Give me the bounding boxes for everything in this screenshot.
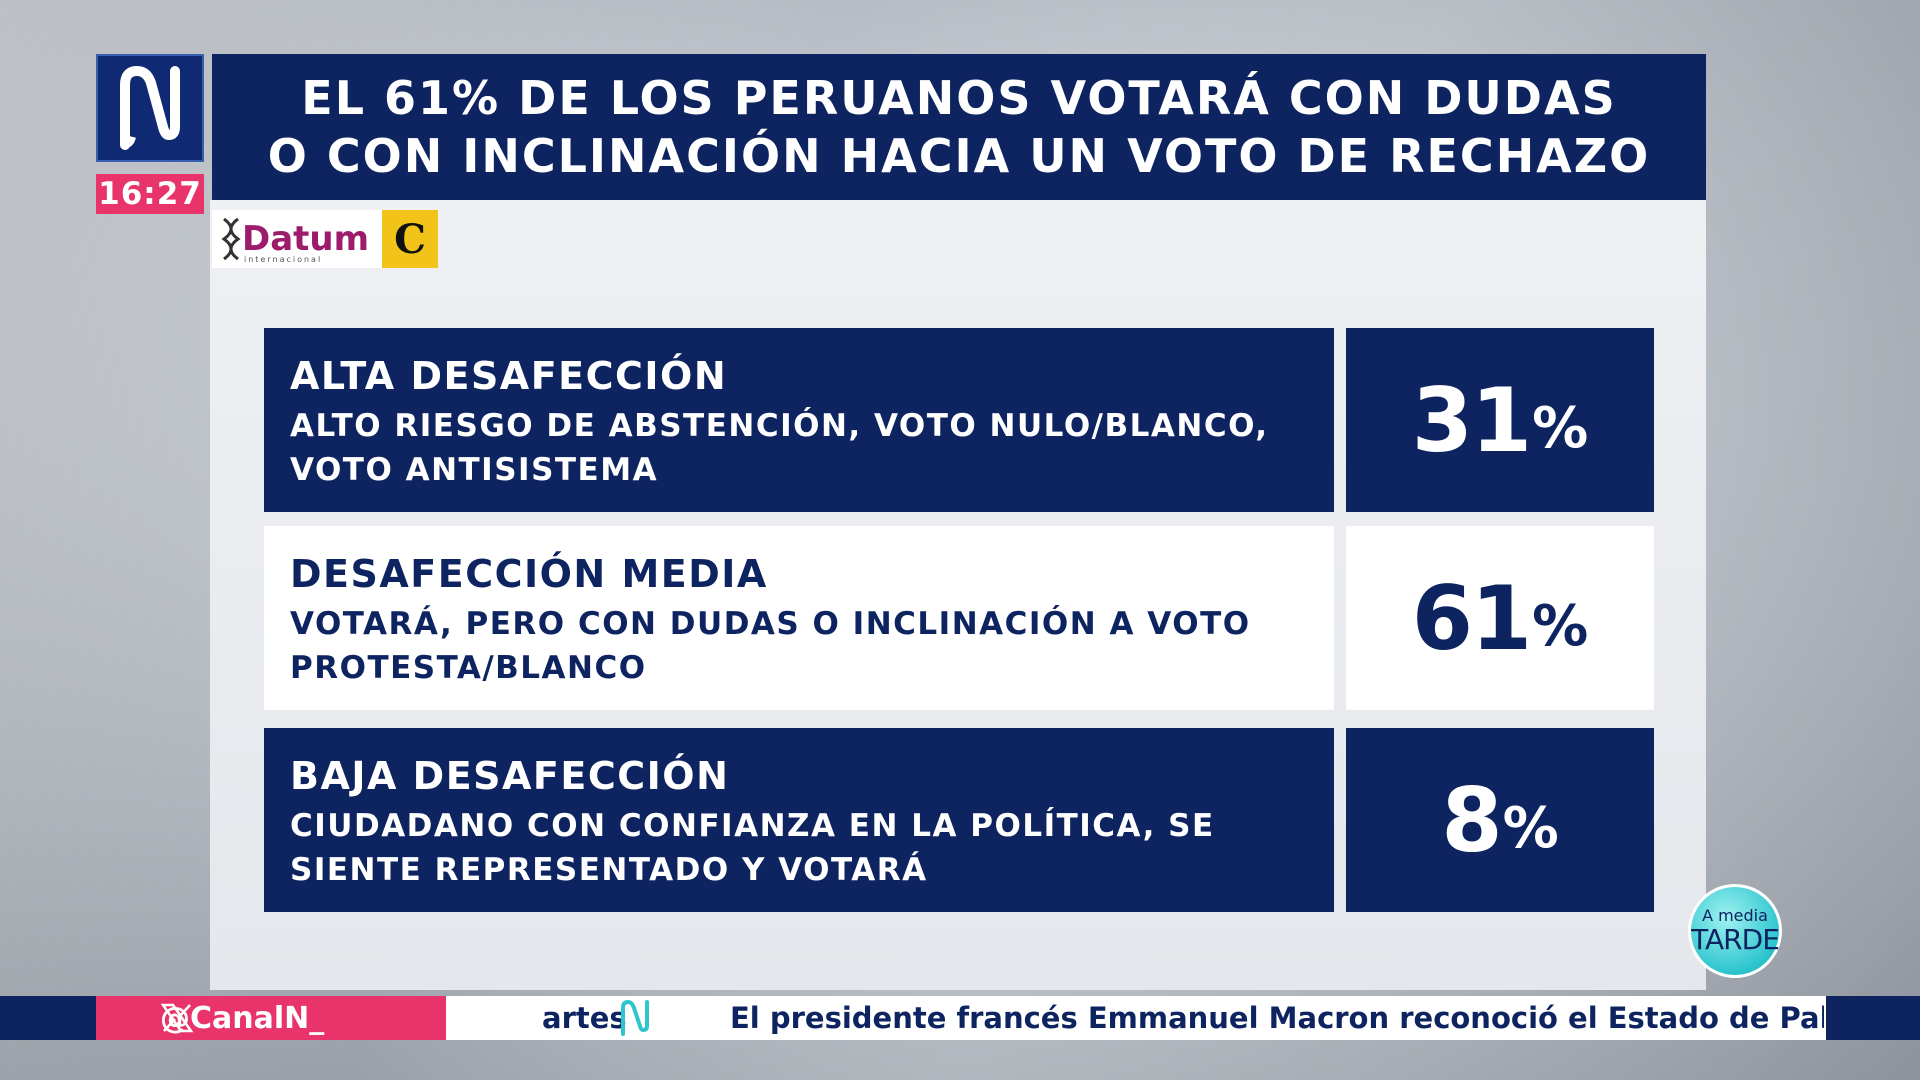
badge-line-2: TARDE [1691, 923, 1780, 956]
row-title: DESAFECCIÓN MEDIA [290, 552, 768, 596]
el-comercio-logo: C [382, 210, 438, 268]
dna-icon [221, 217, 241, 261]
row-baja-desafeccion-value: 8% [1346, 728, 1654, 912]
row-alta-desafeccion-value: 31% [1346, 328, 1654, 512]
ticker-message: El presidente francés Emmanuel Macron re… [730, 1001, 1824, 1035]
row-description-2: PROTESTA/BLANCO [290, 650, 647, 686]
row-alta-desafeccion-label: ALTA DESAFECCIÓN ALTO RIESGO DE ABSTENCI… [264, 328, 1334, 512]
row-description-1: CIUDADANO CON CONFIANZA EN LA POLÍTICA, … [290, 808, 1215, 844]
row-desafeccion-media-label: DESAFECCIÓN MEDIA VOTARÁ, PERO CON DUDAS… [264, 526, 1334, 710]
twitter-handle-tag: @CanalN_ [96, 996, 446, 1040]
row-desafeccion-media-value: 61% [1346, 526, 1654, 710]
headline-line-2: O CON INCLINACIÓN HACIA UN VOTO DE RECHA… [267, 129, 1651, 183]
canal-n-logo-icon [120, 66, 180, 150]
ticker-previous-fragment: artes [542, 1001, 627, 1035]
headline: EL 61% DE LOS PERUANOS VOTARÁ CON DUDAS … [212, 54, 1706, 200]
x-logo-icon [160, 1003, 194, 1033]
datum-name: Datum [242, 219, 370, 259]
sources: Datum internacional C [212, 210, 438, 268]
row-description-1: ALTO RIESGO DE ABSTENCIÓN, VOTO NULO/BLA… [290, 408, 1269, 444]
datum-logo: Datum internacional [212, 210, 382, 268]
percentage-sign: % [1532, 593, 1589, 659]
percentage-sign: % [1532, 395, 1589, 461]
percentage-value: 31 [1411, 368, 1532, 472]
comercio-mark: C [394, 215, 426, 263]
canal-n-ticker-icon [621, 1000, 649, 1036]
headline-line-1: EL 61% DE LOS PERUANOS VOTARÁ CON DUDAS [301, 71, 1617, 125]
clock: 16:27 [96, 174, 204, 214]
canal-n-logo [96, 54, 204, 162]
a-media-tarde-badge: A media TARDE [1688, 884, 1782, 978]
percentage-value: 8 [1441, 768, 1502, 872]
row-baja-desafeccion-label: BAJA DESAFECCIÓN CIUDADANO CON CONFIANZA… [264, 728, 1334, 912]
percentage-sign: % [1502, 795, 1559, 861]
row-title: BAJA DESAFECCIÓN [290, 754, 730, 798]
percentage-value: 61 [1411, 566, 1532, 670]
row-title: ALTA DESAFECCIÓN [290, 354, 728, 398]
datum-sub: internacional [244, 255, 323, 264]
badge-line-1: A media [1702, 906, 1768, 925]
row-description-1: VOTARÁ, PERO CON DUDAS O INCLINACIÓN A V… [290, 606, 1251, 642]
row-description-2: VOTO ANTISISTEMA [290, 452, 659, 488]
row-description-2: SIENTE REPRESENTADO Y VOTARÁ [290, 852, 928, 888]
